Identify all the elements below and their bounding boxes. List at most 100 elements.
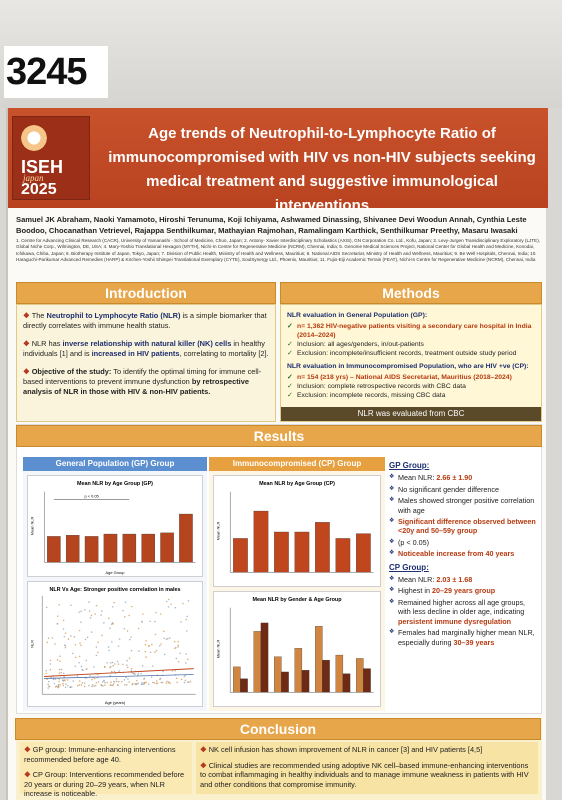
scatter-point <box>62 680 65 682</box>
scatter-point <box>80 684 83 686</box>
scatter-point <box>45 669 47 672</box>
scatter-point <box>137 672 140 675</box>
scatter-point <box>175 657 178 660</box>
gp-finding-item: Males showed stronger positive correlati… <box>389 496 539 515</box>
logo-line1: ISEH <box>21 157 64 177</box>
scatter-point <box>142 613 144 615</box>
scatter-point <box>175 646 177 649</box>
title-banner: ISEH japan 2025 Age trends of Neutrophil… <box>8 108 548 214</box>
scatter-point <box>177 640 179 643</box>
scatter-point <box>88 684 90 687</box>
scatter-point <box>132 672 135 675</box>
scatter-point <box>58 680 60 683</box>
scatter-point <box>116 660 119 663</box>
scatter-point <box>116 684 119 686</box>
scatter-point <box>52 678 55 681</box>
scatter-point <box>95 604 98 607</box>
scatter-point <box>56 615 59 617</box>
scatter-point <box>163 630 165 633</box>
scatter-point <box>113 680 115 683</box>
scatter-point <box>135 679 138 682</box>
conclusion-item: ❖ Clinical studies are recommended using… <box>200 760 529 789</box>
scatter-point <box>126 630 129 632</box>
scatter-point <box>149 651 152 654</box>
gp-scatter-chart: NLR Vs Age: Stronger positive correlatio… <box>27 581 203 707</box>
scatter-point <box>126 684 128 686</box>
scatter-point <box>114 663 116 665</box>
methods-cp-item: Exclusion: incomplete records, missing C… <box>287 391 535 400</box>
scatter-point <box>174 669 176 672</box>
scatter-point <box>159 613 162 615</box>
scatter-point <box>176 681 178 684</box>
scatter-point <box>166 637 169 640</box>
scatter-point <box>85 668 88 670</box>
bar <box>84 536 99 563</box>
scatter-point <box>160 681 163 684</box>
scatter-point <box>64 632 67 634</box>
scatter-point <box>104 666 106 669</box>
bar <box>47 536 61 563</box>
scatter-point <box>59 660 61 662</box>
scatter-point <box>112 623 114 625</box>
scatter-point <box>128 614 130 617</box>
scatter-point <box>137 682 140 684</box>
scatter-point <box>124 601 127 603</box>
scatter-point <box>45 672 47 675</box>
scatter-point <box>138 650 140 652</box>
chart-title: Mean NLR by Age Group (GP) <box>77 481 153 487</box>
scatter-point <box>155 611 157 614</box>
scatter-point <box>47 685 50 687</box>
scatter-point <box>186 630 188 632</box>
scatter-point <box>158 644 161 647</box>
scatter-point <box>125 676 127 679</box>
scatter-point <box>92 683 94 686</box>
scatter-point <box>62 628 65 630</box>
scatter-point <box>110 681 112 683</box>
intro-paragraph-3: ❖ Objective of the study: To identify th… <box>23 367 262 396</box>
bar <box>179 513 193 563</box>
poster-number: 3245 <box>4 46 108 98</box>
scatter-point <box>186 615 188 618</box>
scatter-point <box>109 627 111 629</box>
methods-cp-item: Inclusion: complete retrospective record… <box>287 382 535 391</box>
scatter-point <box>123 616 126 618</box>
scatter-point <box>140 683 143 686</box>
scatter-point <box>173 640 176 643</box>
scatter-point <box>149 620 151 623</box>
y-axis-label: Mean NLR <box>30 516 35 535</box>
scatter-point <box>80 610 82 613</box>
scatter-point <box>59 683 61 686</box>
scatter-point <box>80 665 83 668</box>
bar <box>356 658 364 693</box>
scatter-point <box>132 682 134 685</box>
scatter-point <box>63 675 65 678</box>
scatter-point <box>109 674 111 677</box>
scatter-point <box>150 676 153 678</box>
scatter-point <box>54 643 56 645</box>
scatter-point <box>49 663 52 665</box>
conclusion-item: ❖ GP group: Immune-enhancing interventio… <box>24 745 176 764</box>
scatter-point <box>64 686 67 689</box>
conclusion-section: Conclusion ❖ GP group: Immune-enhancing … <box>15 718 542 800</box>
scatter-point <box>167 598 170 601</box>
scatter-point <box>152 681 154 684</box>
gp-finding-item: Significant difference observed between … <box>389 517 539 536</box>
scatter-point <box>94 613 97 615</box>
logo-line3: 2025 <box>21 181 57 198</box>
methods-gp-item: Exclusion: incomplete/insufficient recor… <box>287 349 535 358</box>
scatter-point <box>118 670 121 672</box>
x-axis-label: Age (years) <box>105 700 126 705</box>
methods-cp-item: n= 154 (≥18 yrs) – National AIDS Secreta… <box>287 373 535 382</box>
scatter-point <box>155 649 158 652</box>
scatter-point <box>117 680 120 683</box>
scatter-point <box>81 682 84 684</box>
scatter-point <box>78 661 80 664</box>
scatter-point <box>103 680 105 682</box>
scatter-point <box>170 603 172 606</box>
scatter-point <box>128 681 130 683</box>
scatter-point <box>49 659 52 662</box>
scatter-point <box>63 635 66 638</box>
scatter-point <box>109 666 111 669</box>
findings-panel: GP Group: Mean NLR: 2.66 ± 1.90 No signifi… <box>389 457 539 711</box>
gp-bar-chart: Mean NLR by Age Group (GP) Mean NLR Age Gr… <box>27 475 203 577</box>
